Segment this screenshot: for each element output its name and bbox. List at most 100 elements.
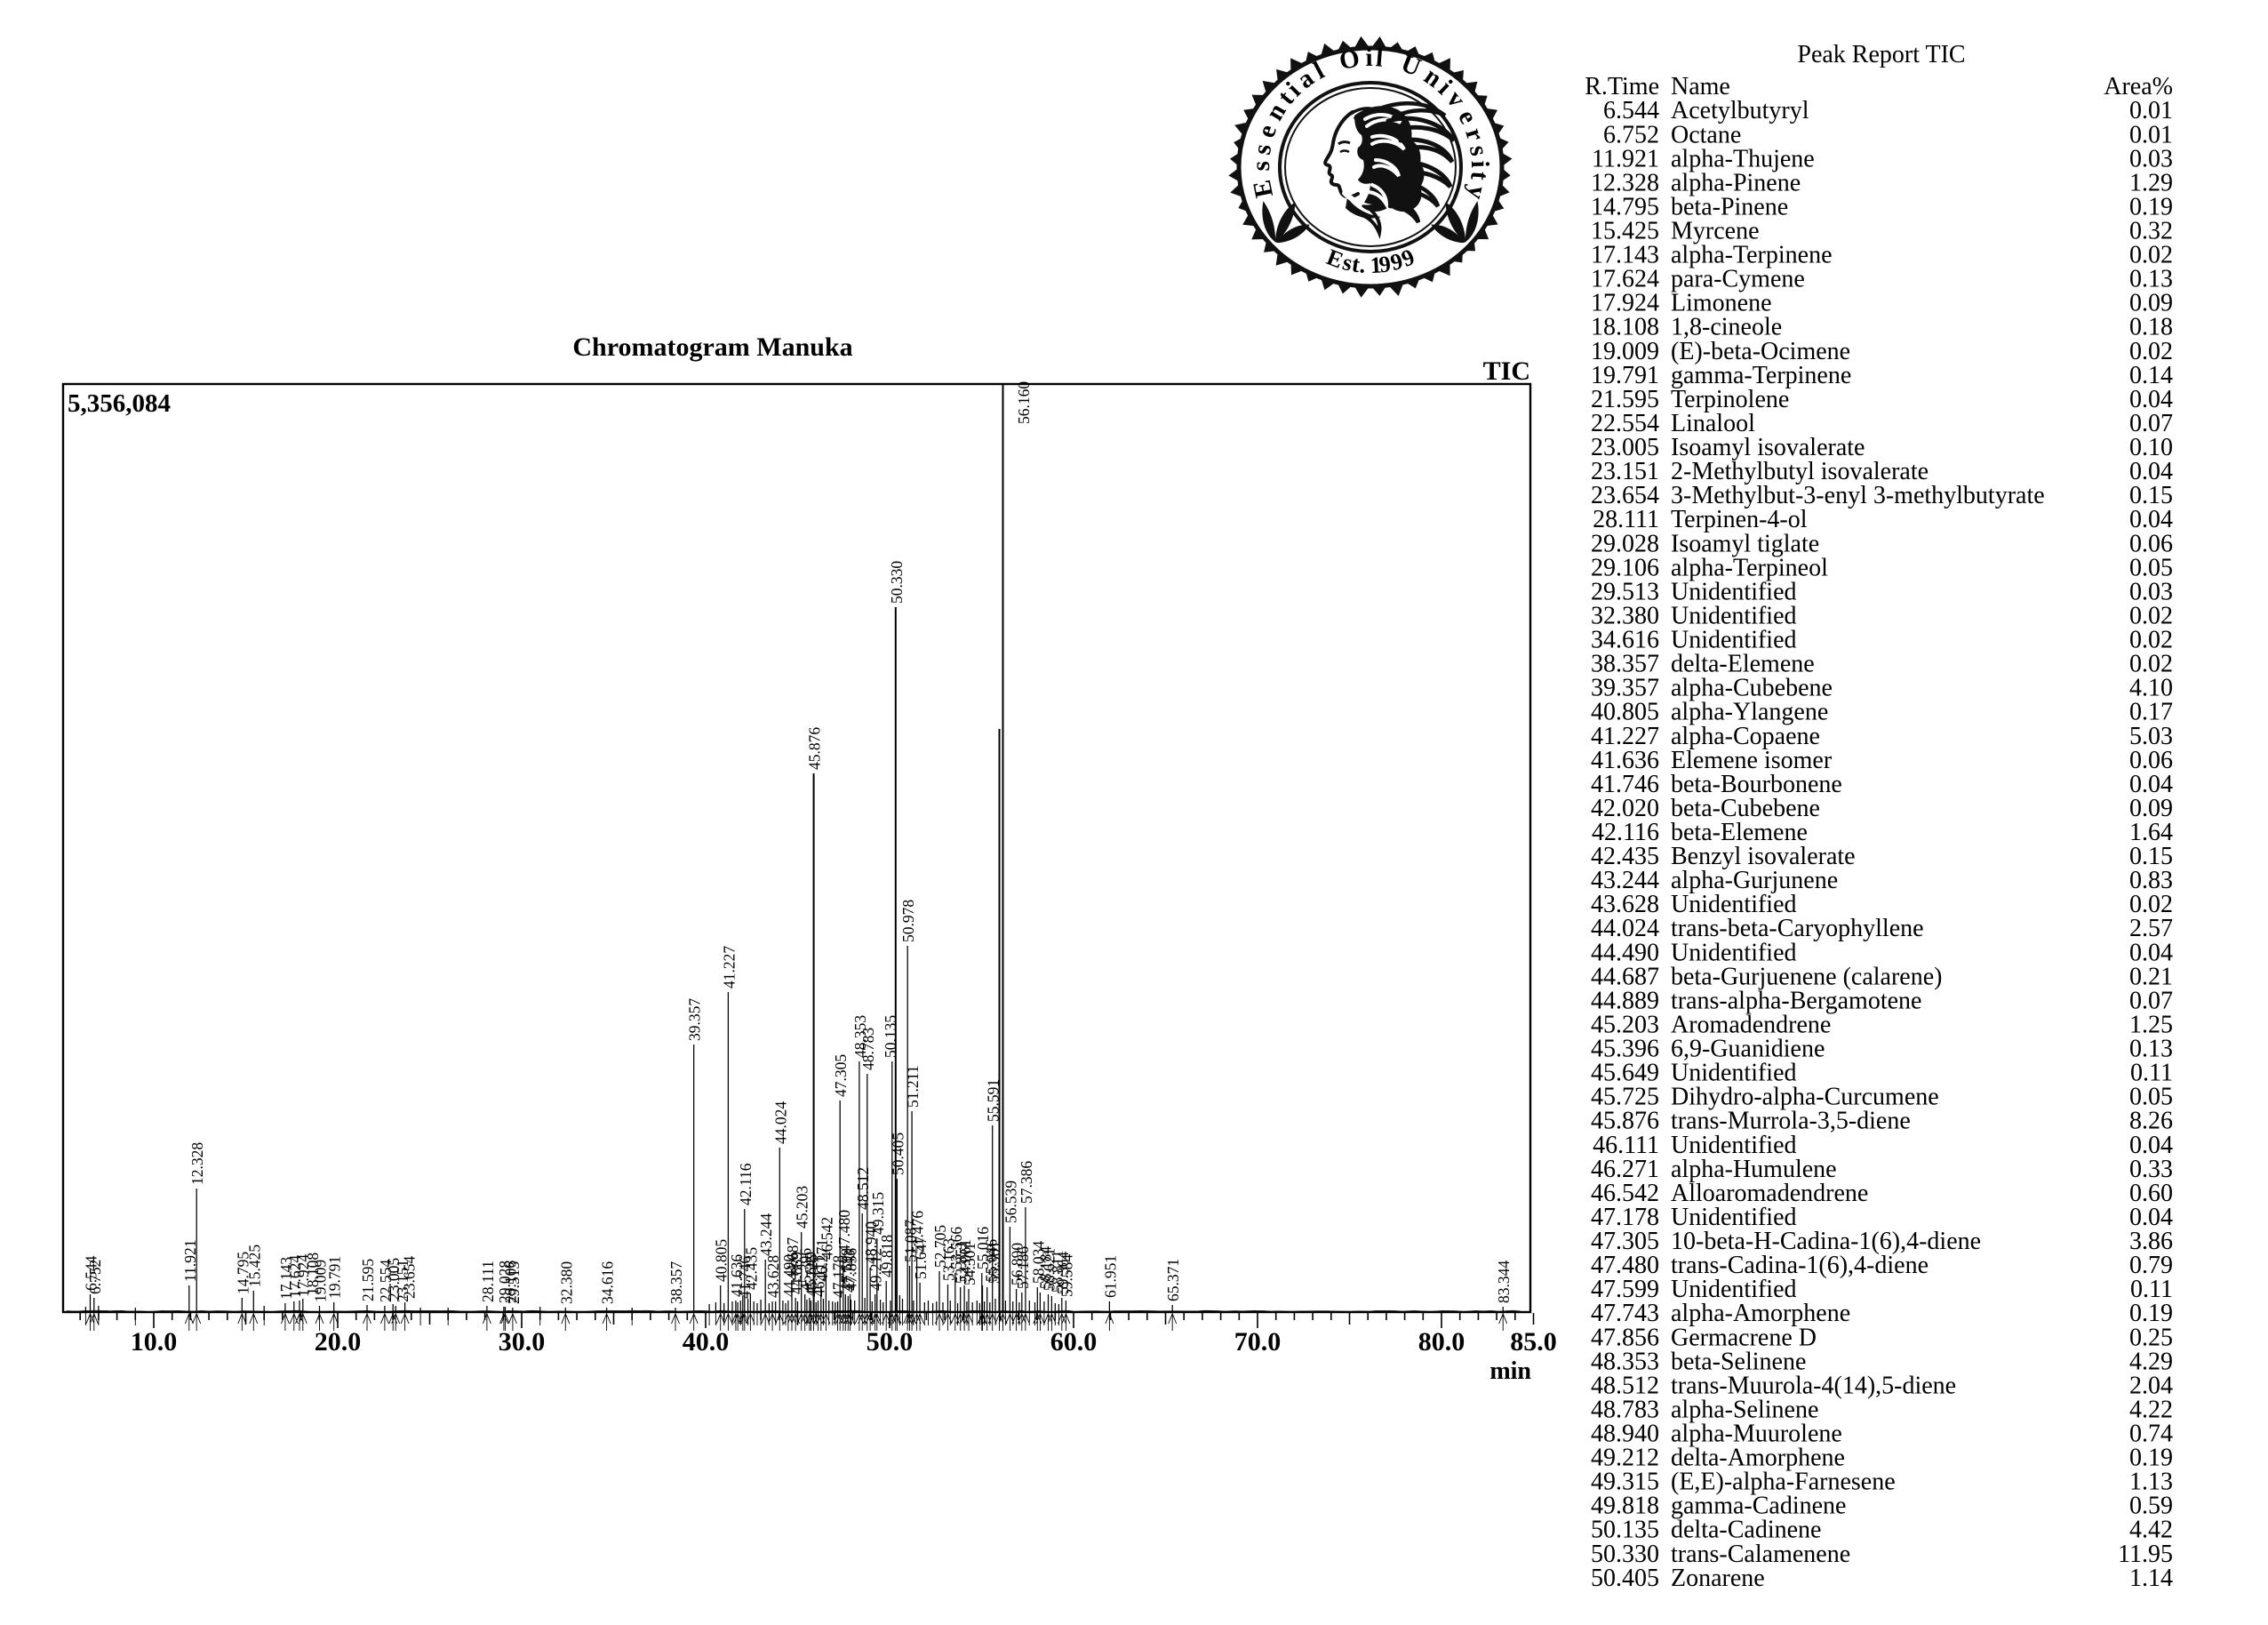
svg-text:55.016: 55.016: [974, 1227, 992, 1269]
svg-text:.: .: [1359, 252, 1367, 277]
svg-text:23.005: 23.005: [1591, 434, 1659, 461]
svg-text:Myrcene: Myrcene: [1671, 218, 1760, 245]
svg-text:0.04: 0.04: [2129, 506, 2173, 533]
svg-text:1.25: 1.25: [2129, 1012, 2173, 1039]
svg-text:Unidentified: Unidentified: [1671, 627, 1797, 654]
svg-text:47.305: 47.305: [1591, 1228, 1659, 1255]
svg-text:38.357: 38.357: [667, 1261, 685, 1304]
svg-text:45.725: 45.725: [803, 1254, 821, 1297]
svg-text:46.271: 46.271: [1591, 1156, 1659, 1183]
svg-text:45.649: 45.649: [802, 1252, 819, 1294]
svg-text:beta-Cubebene: beta-Cubebene: [1671, 795, 1820, 822]
svg-text:Chromatogram Manuka: Chromatogram Manuka: [572, 332, 852, 362]
svg-text:49.212: 49.212: [1591, 1445, 1659, 1472]
svg-text:15.425: 15.425: [245, 1245, 263, 1287]
svg-text:49.818: 49.818: [1591, 1493, 1659, 1520]
svg-text:0.07: 0.07: [2129, 410, 2173, 437]
svg-text:45.396: 45.396: [797, 1248, 815, 1291]
svg-text:s: s: [1464, 143, 1493, 157]
svg-text:49.315: 49.315: [1591, 1469, 1659, 1496]
svg-text:1.14: 1.14: [2129, 1565, 2173, 1592]
svg-text:48.353: 48.353: [1591, 1348, 1659, 1375]
svg-text:22.554: 22.554: [1591, 410, 1659, 437]
svg-text:0.09: 0.09: [2129, 290, 2173, 317]
svg-text:0.02: 0.02: [2129, 603, 2173, 630]
svg-text:Terpinen-4-ol: Terpinen-4-ol: [1671, 506, 1808, 533]
svg-text:30.0: 30.0: [499, 1327, 546, 1357]
svg-text:46.111: 46.111: [1593, 1132, 1659, 1159]
svg-text:23.151: 23.151: [1591, 458, 1659, 485]
svg-text:0.25: 0.25: [2129, 1324, 2173, 1351]
svg-text:alpha-Humulene: alpha-Humulene: [1671, 1156, 1837, 1183]
svg-text:6.752: 6.752: [1603, 121, 1659, 148]
svg-text:11.95: 11.95: [2118, 1541, 2173, 1568]
svg-text:0.33: 0.33: [2129, 1156, 2173, 1183]
svg-text:Unidentified: Unidentified: [1671, 1132, 1797, 1159]
svg-text:61.951: 61.951: [1101, 1255, 1119, 1298]
svg-text:44.024: 44.024: [771, 1101, 789, 1144]
svg-text:0.02: 0.02: [2129, 627, 2173, 654]
svg-text:0.13: 0.13: [2129, 266, 2173, 293]
svg-text:Unidentified: Unidentified: [1671, 891, 1797, 918]
svg-text:28.111: 28.111: [479, 1261, 497, 1302]
svg-text:32.380: 32.380: [557, 1261, 575, 1304]
svg-text:14.795: 14.795: [1591, 193, 1659, 220]
svg-text:0.05: 0.05: [2129, 554, 2173, 581]
svg-text:15.425: 15.425: [1591, 218, 1659, 245]
svg-text:0.05: 0.05: [2129, 1084, 2173, 1111]
svg-text:Name: Name: [1671, 73, 1730, 100]
svg-text:Unidentified: Unidentified: [1671, 578, 1797, 605]
svg-text:41.636: 41.636: [728, 1254, 746, 1297]
svg-text:17.624: 17.624: [1591, 266, 1659, 293]
svg-text:29.106: 29.106: [502, 1261, 520, 1303]
svg-text:0.19: 0.19: [2129, 193, 2173, 220]
svg-text:Unidentified: Unidentified: [1671, 603, 1797, 630]
svg-text:48.940: 48.940: [1591, 1421, 1659, 1448]
svg-text:29.106: 29.106: [1591, 554, 1659, 581]
svg-text:55.046: 55.046: [983, 1239, 1001, 1282]
svg-text:0.74: 0.74: [2129, 1421, 2173, 1448]
svg-text:trans-alpha-Bergamotene: trans-alpha-Bergamotene: [1671, 987, 1921, 1014]
svg-text:0.04: 0.04: [2129, 458, 2173, 485]
svg-text:Unidentified: Unidentified: [1671, 1204, 1797, 1231]
svg-text:50.978: 50.978: [899, 900, 917, 942]
svg-text:70.0: 70.0: [1234, 1327, 1282, 1357]
svg-text:0.19: 0.19: [2129, 1300, 2173, 1327]
svg-text:51.647: 51.647: [912, 1237, 930, 1279]
svg-text:56.160: 56.160: [1015, 381, 1033, 424]
svg-text:Terpinolene: Terpinolene: [1671, 386, 1789, 413]
svg-text:47.480: 47.480: [835, 1210, 853, 1253]
svg-text:48.783: 48.783: [859, 1028, 877, 1070]
svg-text:alpha-Pinene: alpha-Pinene: [1671, 169, 1801, 196]
svg-text:50.135: 50.135: [882, 1015, 899, 1058]
svg-text:47.178: 47.178: [830, 1255, 848, 1298]
svg-text:para-Cymene: para-Cymene: [1671, 266, 1805, 293]
svg-text:Unidentified: Unidentified: [1671, 1276, 1797, 1303]
svg-text:54.061: 54.061: [956, 1239, 974, 1282]
svg-text:23.654: 23.654: [401, 1256, 419, 1299]
svg-text:0.15: 0.15: [2129, 843, 2173, 870]
svg-text:23.151: 23.151: [394, 1260, 411, 1302]
svg-text:47.856: 47.856: [843, 1248, 860, 1291]
svg-text:28.111: 28.111: [1593, 506, 1659, 533]
svg-text:alpha-Muurolene: alpha-Muurolene: [1671, 1421, 1842, 1448]
svg-text:50.135: 50.135: [1591, 1517, 1659, 1544]
svg-text:Germacrene D: Germacrene D: [1671, 1324, 1817, 1351]
svg-text:39.357: 39.357: [1591, 675, 1659, 702]
svg-text:83.344: 83.344: [1495, 1261, 1513, 1303]
svg-text:45.203: 45.203: [1591, 1012, 1659, 1039]
svg-text:min: min: [1489, 1357, 1531, 1385]
svg-text:19.791: 19.791: [326, 1256, 344, 1299]
svg-text:Zonarene: Zonarene: [1671, 1565, 1765, 1592]
svg-text:alpha-Thujene: alpha-Thujene: [1671, 145, 1815, 172]
svg-text:48.512: 48.512: [854, 1167, 872, 1210]
svg-text:18.108: 18.108: [1591, 314, 1659, 341]
svg-text:12.328: 12.328: [1591, 169, 1659, 196]
svg-text:0.14: 0.14: [2129, 362, 2173, 389]
svg-text:80.0: 80.0: [1418, 1327, 1465, 1357]
svg-text:17.924: 17.924: [294, 1254, 312, 1297]
svg-text:Unidentified: Unidentified: [1671, 1060, 1797, 1087]
svg-text:s: s: [1247, 161, 1275, 172]
svg-text:47.743: 47.743: [1591, 1300, 1659, 1327]
svg-text:22.554: 22.554: [377, 1260, 395, 1302]
